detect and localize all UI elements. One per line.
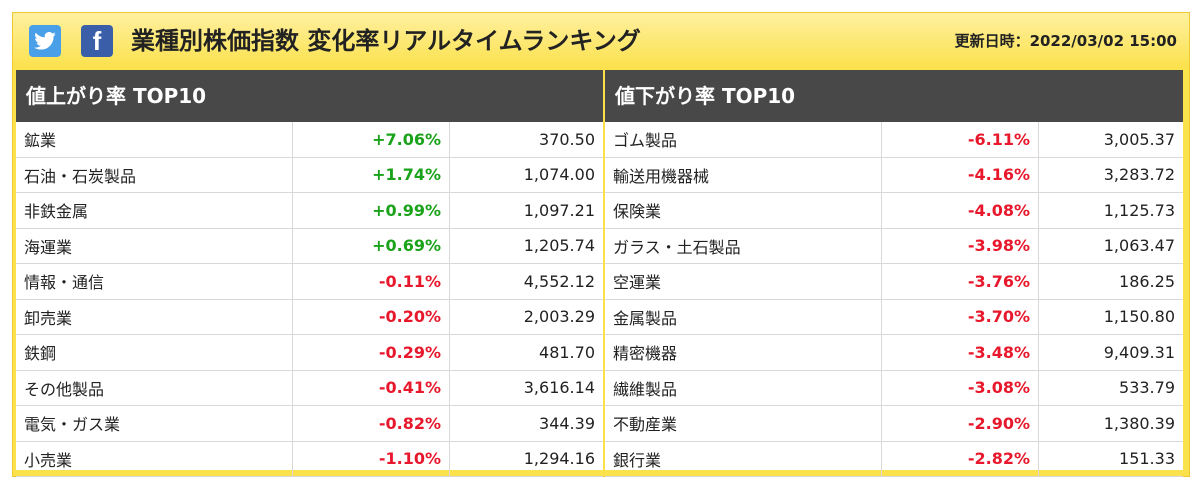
twitter-icon[interactable]	[29, 25, 61, 57]
change-rate: +1.74%	[292, 157, 450, 193]
index-value: 3,005.37	[1038, 122, 1183, 158]
change-rate: -4.16%	[881, 157, 1039, 193]
fall-panel: 値下がり率 TOP10 ゴム製品 -6.11% 3,005.37 輸送用機器械 -4.1…	[605, 70, 1183, 477]
table-row[interactable]: 繊維製品 -3.08% 533.79	[605, 370, 1183, 406]
change-rate: -6.11%	[881, 122, 1039, 158]
change-rate: -0.20%	[292, 299, 450, 335]
index-value: 2,003.29	[449, 299, 603, 335]
sector-name[interactable]: 鉄鋼	[16, 334, 293, 371]
index-value: 3,283.72	[1038, 157, 1183, 193]
index-value: 533.79	[1038, 370, 1183, 406]
table-row[interactable]: 精密機器 -3.48% 9,409.31	[605, 334, 1183, 371]
index-value: 151.33	[1038, 441, 1183, 477]
table-row[interactable]: 石油・石炭製品 +1.74% 1,074.00	[16, 157, 603, 193]
index-value: 186.25	[1038, 263, 1183, 300]
index-value: 1,205.74	[449, 228, 603, 264]
table-row[interactable]: 電気・ガス業 -0.82% 344.39	[16, 405, 603, 442]
sector-name[interactable]: 鉱業	[16, 122, 293, 158]
sector-name[interactable]: 卸売業	[16, 299, 293, 335]
sector-name[interactable]: 銀行業	[605, 441, 882, 477]
table-row[interactable]: 銀行業 -2.82% 151.33	[605, 441, 1183, 477]
table-row[interactable]: 空運業 -3.76% 186.25	[605, 263, 1183, 300]
change-rate: -2.82%	[881, 441, 1039, 477]
index-value: 1,125.73	[1038, 192, 1183, 229]
index-value: 1,294.16	[449, 441, 603, 477]
table-row[interactable]: その他製品 -0.41% 3,616.14	[16, 370, 603, 406]
sector-name[interactable]: ガラス・土石製品	[605, 228, 882, 264]
table-row[interactable]: 情報・通信 -0.11% 4,552.12	[16, 263, 603, 300]
table-row[interactable]: 非鉄金属 +0.99% 1,097.21	[16, 192, 603, 229]
change-rate: +7.06%	[292, 122, 450, 158]
ranking-widget: f 業種別株価指数 変化率リアルタイムランキング 更新日時：2022/03/02…	[12, 12, 1190, 477]
index-value: 1,074.00	[449, 157, 603, 193]
twitter-bird-icon	[34, 32, 56, 50]
sector-name[interactable]: 小売業	[16, 441, 293, 477]
change-rate: -1.10%	[292, 441, 450, 477]
fall-panel-title: 値下がり率 TOP10	[605, 70, 1183, 122]
index-value: 9,409.31	[1038, 334, 1183, 371]
change-rate: -0.41%	[292, 370, 450, 406]
table-row[interactable]: 海運業 +0.69% 1,205.74	[16, 228, 603, 264]
index-value: 344.39	[449, 405, 603, 442]
change-rate: -3.98%	[881, 228, 1039, 264]
sector-name[interactable]: 輸送用機器械	[605, 157, 882, 193]
change-rate: -0.82%	[292, 405, 450, 442]
sector-name[interactable]: 石油・石炭製品	[16, 157, 293, 193]
table-row[interactable]: ガラス・土石製品 -3.98% 1,063.47	[605, 228, 1183, 264]
index-value: 481.70	[449, 334, 603, 371]
change-rate: -0.29%	[292, 334, 450, 371]
index-value: 3,616.14	[449, 370, 603, 406]
change-rate: -3.76%	[881, 263, 1039, 300]
widget-header: f 業種別株価指数 変化率リアルタイムランキング 更新日時：2022/03/02…	[13, 13, 1189, 69]
table-row[interactable]: ゴム製品 -6.11% 3,005.37	[605, 122, 1183, 158]
change-rate: -3.08%	[881, 370, 1039, 406]
change-rate: +0.69%	[292, 228, 450, 264]
rise-table: 鉱業 +7.06% 370.50 石油・石炭製品 +1.74% 1,074.00 非鉄金属 +…	[16, 122, 603, 477]
index-value: 4,552.12	[449, 263, 603, 300]
page-title: 業種別株価指数 変化率リアルタイムランキング	[131, 27, 641, 55]
rise-panel-title: 値上がり率 TOP10	[16, 70, 603, 122]
table-row[interactable]: 卸売業 -0.20% 2,003.29	[16, 299, 603, 335]
sector-name[interactable]: 保険業	[605, 192, 882, 229]
sector-name[interactable]: 電気・ガス業	[16, 405, 293, 442]
sector-name[interactable]: 繊維製品	[605, 370, 882, 406]
sector-name[interactable]: ゴム製品	[605, 122, 882, 158]
index-value: 370.50	[449, 122, 603, 158]
updated-timestamp: 更新日時：2022/03/02 15:00	[954, 32, 1177, 50]
sector-name[interactable]: 不動産業	[605, 405, 882, 442]
sector-name[interactable]: 精密機器	[605, 334, 882, 371]
index-value: 1,150.80	[1038, 299, 1183, 335]
facebook-glyph: f	[92, 25, 102, 56]
rise-panel: 値上がり率 TOP10 鉱業 +7.06% 370.50 石油・石炭製品 +1.74% 1…	[16, 70, 603, 477]
facebook-icon[interactable]: f	[81, 25, 113, 57]
sector-name[interactable]: その他製品	[16, 370, 293, 406]
change-rate: -0.11%	[292, 263, 450, 300]
sector-name[interactable]: 海運業	[16, 228, 293, 264]
table-row[interactable]: 鉄鋼 -0.29% 481.70	[16, 334, 603, 371]
table-row[interactable]: 金属製品 -3.70% 1,150.80	[605, 299, 1183, 335]
index-value: 1,063.47	[1038, 228, 1183, 264]
change-rate: -3.70%	[881, 299, 1039, 335]
index-value: 1,380.39	[1038, 405, 1183, 442]
sector-name[interactable]: 金属製品	[605, 299, 882, 335]
change-rate: -4.08%	[881, 192, 1039, 229]
table-row[interactable]: 不動産業 -2.90% 1,380.39	[605, 405, 1183, 442]
change-rate: +0.99%	[292, 192, 450, 229]
change-rate: -3.48%	[881, 334, 1039, 371]
change-rate: -2.90%	[881, 405, 1039, 442]
table-row[interactable]: 保険業 -4.08% 1,125.73	[605, 192, 1183, 229]
sector-name[interactable]: 非鉄金属	[16, 192, 293, 229]
sector-name[interactable]: 空運業	[605, 263, 882, 300]
index-value: 1,097.21	[449, 192, 603, 229]
table-row[interactable]: 鉱業 +7.06% 370.50	[16, 122, 603, 158]
fall-table: ゴム製品 -6.11% 3,005.37 輸送用機器械 -4.16% 3,283.72 保険…	[605, 122, 1183, 477]
sector-name[interactable]: 情報・通信	[16, 263, 293, 300]
table-row[interactable]: 小売業 -1.10% 1,294.16	[16, 441, 603, 477]
table-row[interactable]: 輸送用機器械 -4.16% 3,283.72	[605, 157, 1183, 193]
